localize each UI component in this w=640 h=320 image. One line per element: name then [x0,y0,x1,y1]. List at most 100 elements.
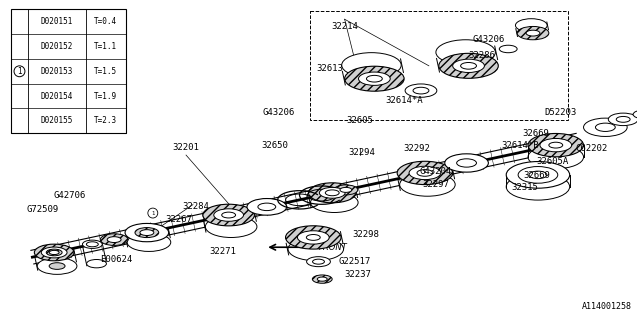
Ellipse shape [526,30,540,36]
Ellipse shape [342,53,401,78]
Ellipse shape [325,190,339,196]
Text: 32297: 32297 [422,180,449,189]
Ellipse shape [334,185,358,195]
Ellipse shape [317,277,327,281]
Text: 1: 1 [17,67,22,76]
Ellipse shape [461,62,476,69]
Text: 32614*B: 32614*B [501,140,539,150]
Text: 32605A: 32605A [537,157,569,166]
Ellipse shape [436,40,495,65]
Text: 32669: 32669 [522,129,549,138]
Ellipse shape [46,249,62,256]
Ellipse shape [298,231,329,244]
Text: G43206: G43206 [472,35,504,44]
Text: D020152: D020152 [41,42,74,51]
Ellipse shape [49,250,59,254]
Text: 32650: 32650 [262,140,289,150]
Text: FRONT: FRONT [319,243,348,252]
Ellipse shape [584,118,627,136]
Ellipse shape [214,209,243,221]
Text: 32237: 32237 [344,269,371,278]
Text: 32614*A: 32614*A [385,96,423,105]
Ellipse shape [221,212,236,218]
Ellipse shape [203,204,255,226]
Ellipse shape [367,76,382,82]
Text: G42706: G42706 [54,191,86,200]
Ellipse shape [609,113,638,126]
Ellipse shape [499,45,517,53]
Ellipse shape [405,84,437,97]
Ellipse shape [515,19,547,32]
Text: 32284: 32284 [182,202,209,211]
Ellipse shape [37,258,77,274]
Ellipse shape [135,228,159,237]
Ellipse shape [633,110,640,119]
Ellipse shape [358,72,390,85]
Ellipse shape [42,247,67,258]
Ellipse shape [595,123,615,132]
Text: 32201: 32201 [173,143,200,152]
Text: D020153: D020153 [41,67,74,76]
Ellipse shape [397,161,452,185]
Text: 32605: 32605 [346,116,373,125]
Ellipse shape [86,260,106,268]
Bar [10,9,125,133]
Text: D020154: D020154 [41,92,74,100]
Ellipse shape [528,145,584,169]
Ellipse shape [100,234,128,245]
Text: D020155: D020155 [41,116,74,125]
Ellipse shape [340,188,352,192]
Ellipse shape [457,159,476,167]
Text: A114001258: A114001258 [582,302,632,311]
Ellipse shape [528,133,584,157]
Ellipse shape [319,188,345,198]
Ellipse shape [49,263,65,269]
Text: 32315: 32315 [511,183,538,192]
Text: D020151: D020151 [41,17,74,26]
Text: 32286: 32286 [468,52,495,60]
Text: 32214: 32214 [331,22,358,31]
Ellipse shape [452,59,484,73]
Text: T=1.1: T=1.1 [94,42,117,51]
Ellipse shape [83,240,102,248]
Text: G43206: G43206 [262,108,294,117]
Text: G72509: G72509 [26,205,58,214]
Ellipse shape [399,173,455,196]
Ellipse shape [125,223,169,242]
Ellipse shape [312,275,332,283]
Text: T=0.4: T=0.4 [94,17,117,26]
Ellipse shape [127,233,171,252]
Ellipse shape [409,166,441,180]
Ellipse shape [344,66,404,91]
Text: T=2.3: T=2.3 [94,116,117,125]
Ellipse shape [517,27,549,40]
Text: 32271: 32271 [209,247,236,256]
Ellipse shape [312,259,324,264]
Text: T=1.9: T=1.9 [94,92,117,100]
Ellipse shape [529,171,547,179]
Ellipse shape [108,237,121,243]
Ellipse shape [445,154,488,172]
Ellipse shape [413,87,429,94]
Text: E00624: E00624 [100,255,132,264]
Text: 32613: 32613 [316,64,343,73]
Ellipse shape [616,116,630,122]
Text: 32298: 32298 [352,230,379,239]
Ellipse shape [247,198,287,215]
Ellipse shape [35,244,74,261]
Text: 32292: 32292 [404,144,431,153]
Ellipse shape [310,193,358,212]
Ellipse shape [285,226,341,249]
Ellipse shape [518,166,558,183]
Text: T=1.5: T=1.5 [94,67,117,76]
Bar [310,11,568,120]
Ellipse shape [258,203,276,211]
Ellipse shape [540,139,572,152]
Ellipse shape [506,162,570,188]
Text: 32294: 32294 [348,148,375,156]
Text: 32267: 32267 [166,215,193,224]
Ellipse shape [140,230,154,236]
Ellipse shape [549,142,563,148]
Text: 32669: 32669 [524,172,550,180]
Ellipse shape [439,53,499,78]
